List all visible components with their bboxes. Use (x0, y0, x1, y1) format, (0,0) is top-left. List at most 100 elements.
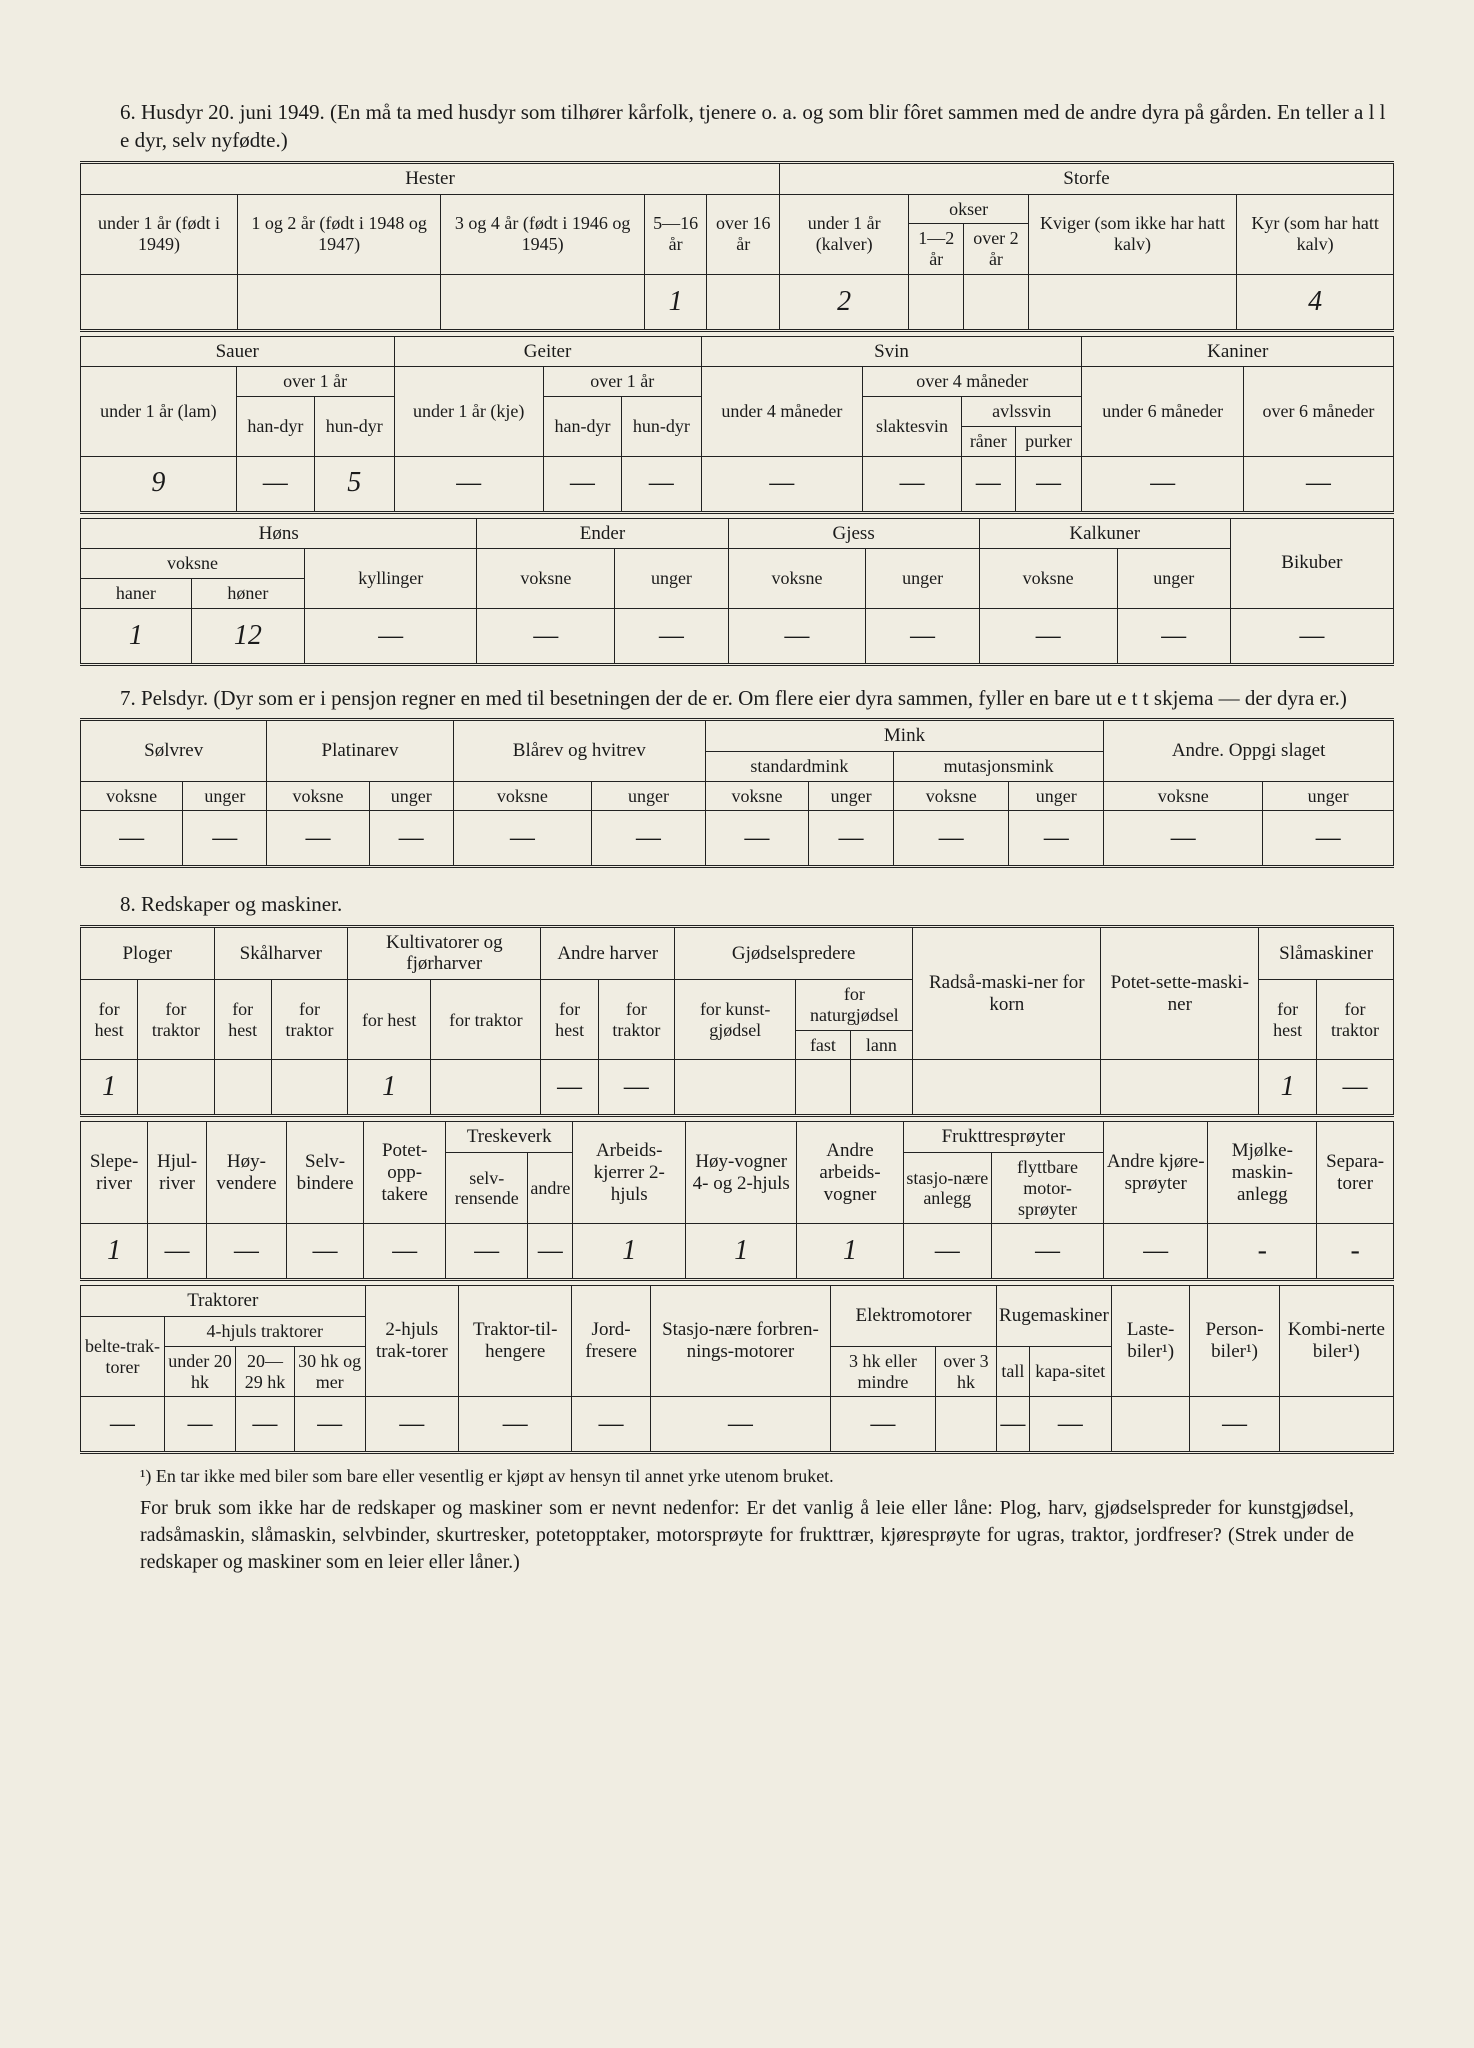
hdr: Frukttresprøyter (903, 1122, 1103, 1153)
cell: — (866, 608, 979, 664)
col: stasjo-nære anlegg (903, 1153, 991, 1224)
hdr: Andre kjøre-sprøyter (1104, 1122, 1208, 1224)
col: råner (961, 426, 1015, 456)
hdr: Sølvrev (81, 720, 267, 782)
cell: 9 (81, 456, 237, 512)
col: lann (850, 1030, 913, 1060)
cell: — (863, 456, 962, 512)
cell: — (1317, 1060, 1394, 1116)
section8-title: 8. Redskaper og maskiner. (120, 890, 1394, 918)
hdr: Traktorer (81, 1286, 366, 1317)
table-redskaper-3: Traktorer 2-hjuls trak-torer Traktor-til… (80, 1285, 1394, 1454)
cell: 1 (797, 1224, 903, 1280)
cell: — (365, 1397, 459, 1453)
hdr: Kombi-nerte biler¹) (1279, 1286, 1393, 1397)
hdr: Rugemaskiner (997, 1286, 1112, 1347)
col: for traktor (271, 980, 347, 1060)
cell (431, 1060, 541, 1116)
col: 30 hk og mer (294, 1346, 365, 1396)
cell (441, 274, 644, 330)
cell: — (528, 1224, 573, 1280)
cell (674, 1060, 795, 1116)
col: over 1 år (543, 367, 701, 397)
col: over 3 hk (935, 1346, 996, 1396)
cell: 2 (780, 274, 909, 330)
hdr: Separa-torer (1317, 1122, 1394, 1224)
cell: — (148, 1224, 207, 1280)
col: 3 hk eller mindre (831, 1346, 936, 1396)
hdr: Kaniner (1082, 336, 1394, 367)
cell: — (809, 811, 894, 867)
col: for hest (81, 980, 138, 1060)
cell: — (894, 811, 1009, 867)
hdr: Mjølke-maskin-anlegg (1208, 1122, 1317, 1224)
col: Kyr (som har hatt kalv) (1237, 194, 1394, 274)
col: unger (1117, 549, 1230, 608)
col: 1 og 2 år (født i 1948 og 1947) (237, 194, 440, 274)
hdr: Potet-opp-takere (364, 1122, 446, 1224)
col: unger (1263, 781, 1394, 811)
col: mutasjonsmink (894, 751, 1104, 781)
col: under 1 år (lam) (81, 367, 237, 456)
table-sauer-geiter-svin-kaniner: Sauer Geiter Svin Kaniner under 1 år (la… (80, 336, 1394, 514)
col: 20—29 hk (236, 1346, 295, 1396)
bottom-paragraph: For bruk som ikke har de redskaper og ma… (140, 1495, 1354, 1576)
hdr: Ender (477, 518, 728, 549)
section7-title: 7. Pelsdyr. (Dyr som er i pensjon regner… (120, 684, 1394, 712)
cell: — (622, 456, 702, 512)
hdr: Ploger (81, 926, 215, 980)
hdr: Kalkuner (979, 518, 1230, 549)
hdr: Bikuber (1230, 518, 1393, 608)
hdr: Gjess (728, 518, 979, 549)
col: hun-dyr (314, 397, 394, 456)
col: voksne (453, 781, 591, 811)
cell: — (1117, 608, 1230, 664)
cell: — (1104, 1224, 1208, 1280)
cell: — (831, 1397, 936, 1453)
col: under 1 år (født i 1949) (81, 194, 238, 274)
col: over 2 år (964, 224, 1029, 274)
cell (237, 274, 440, 330)
col: unger (866, 549, 979, 608)
hdr: Slepe-river (81, 1122, 148, 1224)
col: for kunst-gjødsel (674, 980, 795, 1060)
hdr: Slåmaskiner (1259, 926, 1394, 980)
cell: 1 (81, 608, 192, 664)
hdr: Høy-vendere (206, 1122, 286, 1224)
section6-title: 6. Husdyr 20. juni 1949. (En må ta med h… (120, 98, 1394, 155)
cell (707, 274, 780, 330)
col: voksne (477, 549, 615, 608)
cell: — (615, 608, 728, 664)
cell: 1 (686, 1224, 797, 1280)
col: voksne (894, 781, 1009, 811)
col: standardmink (705, 751, 893, 781)
col: for hest (214, 980, 271, 1060)
cell (850, 1060, 913, 1116)
hdr: Elektromotorer (831, 1286, 997, 1347)
hdr: Traktor-til-hengere (459, 1286, 572, 1397)
cell: — (541, 1060, 598, 1116)
hdr: Kultivatorer og fjørharver (348, 926, 541, 980)
hdr-storfe: Storfe (780, 162, 1394, 194)
cell: — (1263, 811, 1394, 867)
col: Kviger (som ikke har hatt kalv) (1028, 194, 1236, 274)
cell: — (236, 456, 314, 512)
table-hester-storfe: Hester Storfe under 1 år (født i 1949) 1… (80, 161, 1394, 332)
table-redskaper-2: Slepe-river Hjul-river Høy-vendere Selv-… (80, 1121, 1394, 1281)
cell: — (705, 811, 808, 867)
cell: — (81, 811, 183, 867)
hdr: Høy-vogner 4- og 2-hjuls (686, 1122, 797, 1224)
col: voksne (979, 549, 1117, 608)
col: kapa-sitet (1029, 1346, 1111, 1396)
hdr: Blårev og hvitrev (453, 720, 705, 782)
col: voksne (705, 781, 808, 811)
hdr: Stasjo-nære forbren-nings-motorer (650, 1286, 830, 1397)
cell (214, 1060, 271, 1116)
col: for naturgjødsel (796, 980, 913, 1030)
cell: — (267, 811, 369, 867)
col: høner (191, 579, 304, 609)
table-fjorfe: Høns Ender Gjess Kalkuner Bikuber voksne… (80, 518, 1394, 666)
hdr: Radså-maski-ner for korn (913, 926, 1101, 1060)
cell: — (1009, 811, 1104, 867)
cell (796, 1060, 850, 1116)
